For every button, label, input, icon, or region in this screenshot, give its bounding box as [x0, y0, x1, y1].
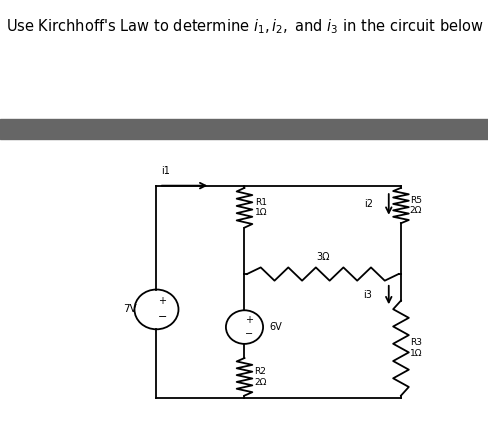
Text: 6V: 6V	[268, 322, 281, 332]
Text: +: +	[158, 297, 166, 306]
Text: 3Ω: 3Ω	[315, 251, 329, 262]
Text: −: −	[157, 312, 167, 322]
Text: 7V: 7V	[122, 305, 136, 314]
Bar	[0, 119, 488, 139]
Text: −: −	[245, 329, 253, 339]
Text: Use Kirchhoff's Law to determine $i_1, i_2,$ and $i_3$ in the circuit below: Use Kirchhoff's Law to determine $i_1, i…	[6, 18, 482, 36]
Text: R1
1Ω: R1 1Ω	[255, 198, 267, 217]
Text: R2
2Ω: R2 2Ω	[254, 367, 266, 386]
Text: R3
1Ω: R3 1Ω	[409, 339, 422, 358]
Text: +: +	[245, 316, 253, 325]
Text: i1: i1	[161, 166, 170, 176]
Text: i2: i2	[364, 199, 372, 210]
Text: i3: i3	[362, 290, 371, 300]
Text: R5
2Ω: R5 2Ω	[409, 196, 421, 215]
